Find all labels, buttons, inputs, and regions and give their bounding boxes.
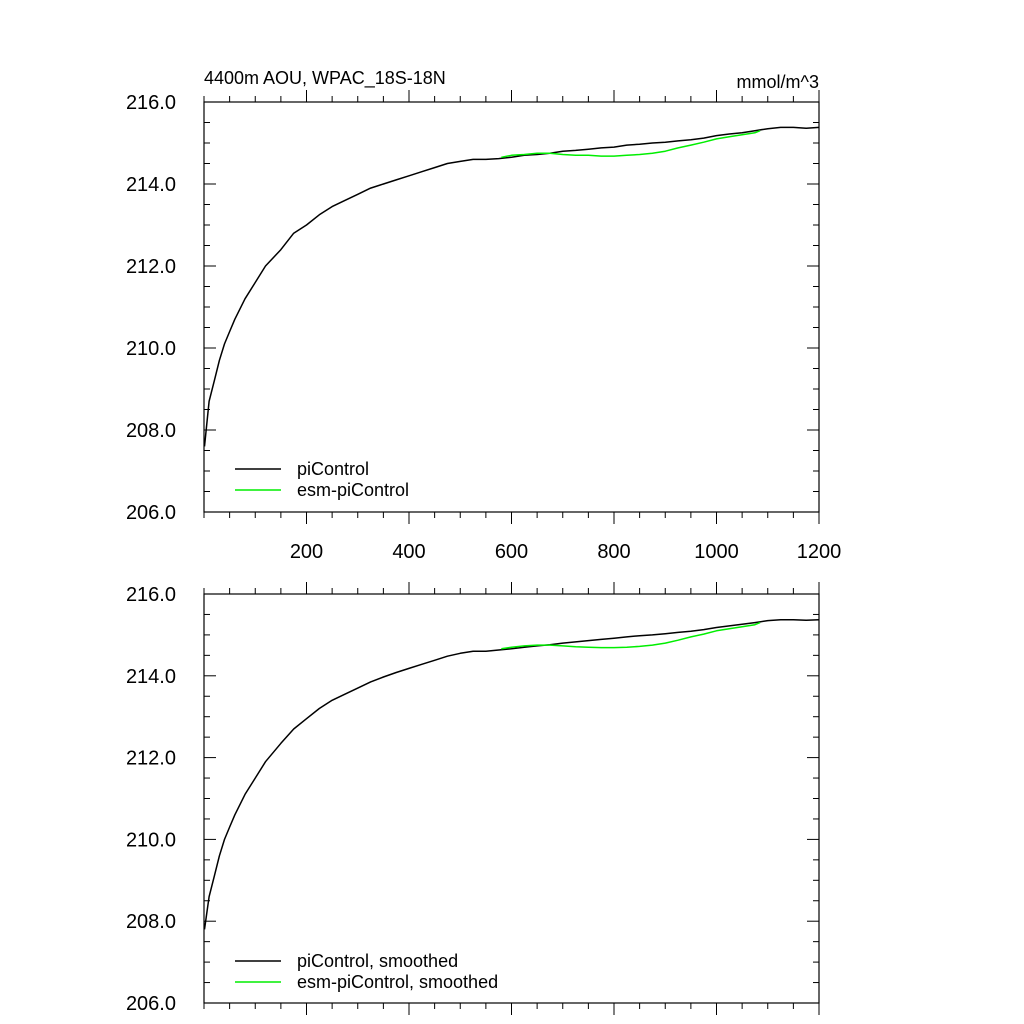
y-tick-label: 208.0 xyxy=(126,911,176,933)
y-tick-label: 206.0 xyxy=(126,993,176,1015)
y-tick-label: 212.0 xyxy=(126,748,176,770)
plot-frame xyxy=(203,101,820,513)
x-tick-label: 800 xyxy=(597,541,630,563)
series-line-1 xyxy=(203,619,820,930)
x-tick-label: 1000 xyxy=(694,541,739,563)
legend-label: esm-piControl xyxy=(297,480,409,500)
series-line-1 xyxy=(203,126,820,447)
series-line-2 xyxy=(501,130,761,159)
y-tick-label: 216.0 xyxy=(126,584,176,606)
x-tick-label: 600 xyxy=(495,541,528,563)
chart-panel-1: 4400m AOU, WPAC_18S-18N mmol/m^3 206.0 208.… xyxy=(126,68,841,563)
y-tick-label: 212.0 xyxy=(126,256,176,278)
plot-frame xyxy=(203,593,820,1004)
y-tick-label: 216.0 xyxy=(126,92,176,114)
y-tick-label: 210.0 xyxy=(126,829,176,851)
y-tick-label: 208.0 xyxy=(126,420,176,442)
legend-label: piControl, smoothed xyxy=(297,951,458,971)
chart-title: 4400m AOU, WPAC_18S-18N xyxy=(204,68,446,89)
series-line-2 xyxy=(501,621,761,650)
chart-panel-2: 206.0 208.0 210.0 212.0 214.0 216.0 piControl,… xyxy=(126,582,820,1015)
y-tick-label: 210.0 xyxy=(126,338,176,360)
legend-label: esm-piControl, smoothed xyxy=(297,972,498,992)
y-tick-label: 206.0 xyxy=(126,502,176,524)
y-tick-label: 214.0 xyxy=(126,174,176,196)
x-tick-label: 1200 xyxy=(797,541,842,563)
x-tick-label: 200 xyxy=(290,541,323,563)
x-tick-label: 400 xyxy=(392,541,425,563)
y-tick-label: 214.0 xyxy=(126,666,176,688)
units-label: mmol/m^3 xyxy=(737,72,819,92)
legend-label: piControl xyxy=(297,459,369,479)
